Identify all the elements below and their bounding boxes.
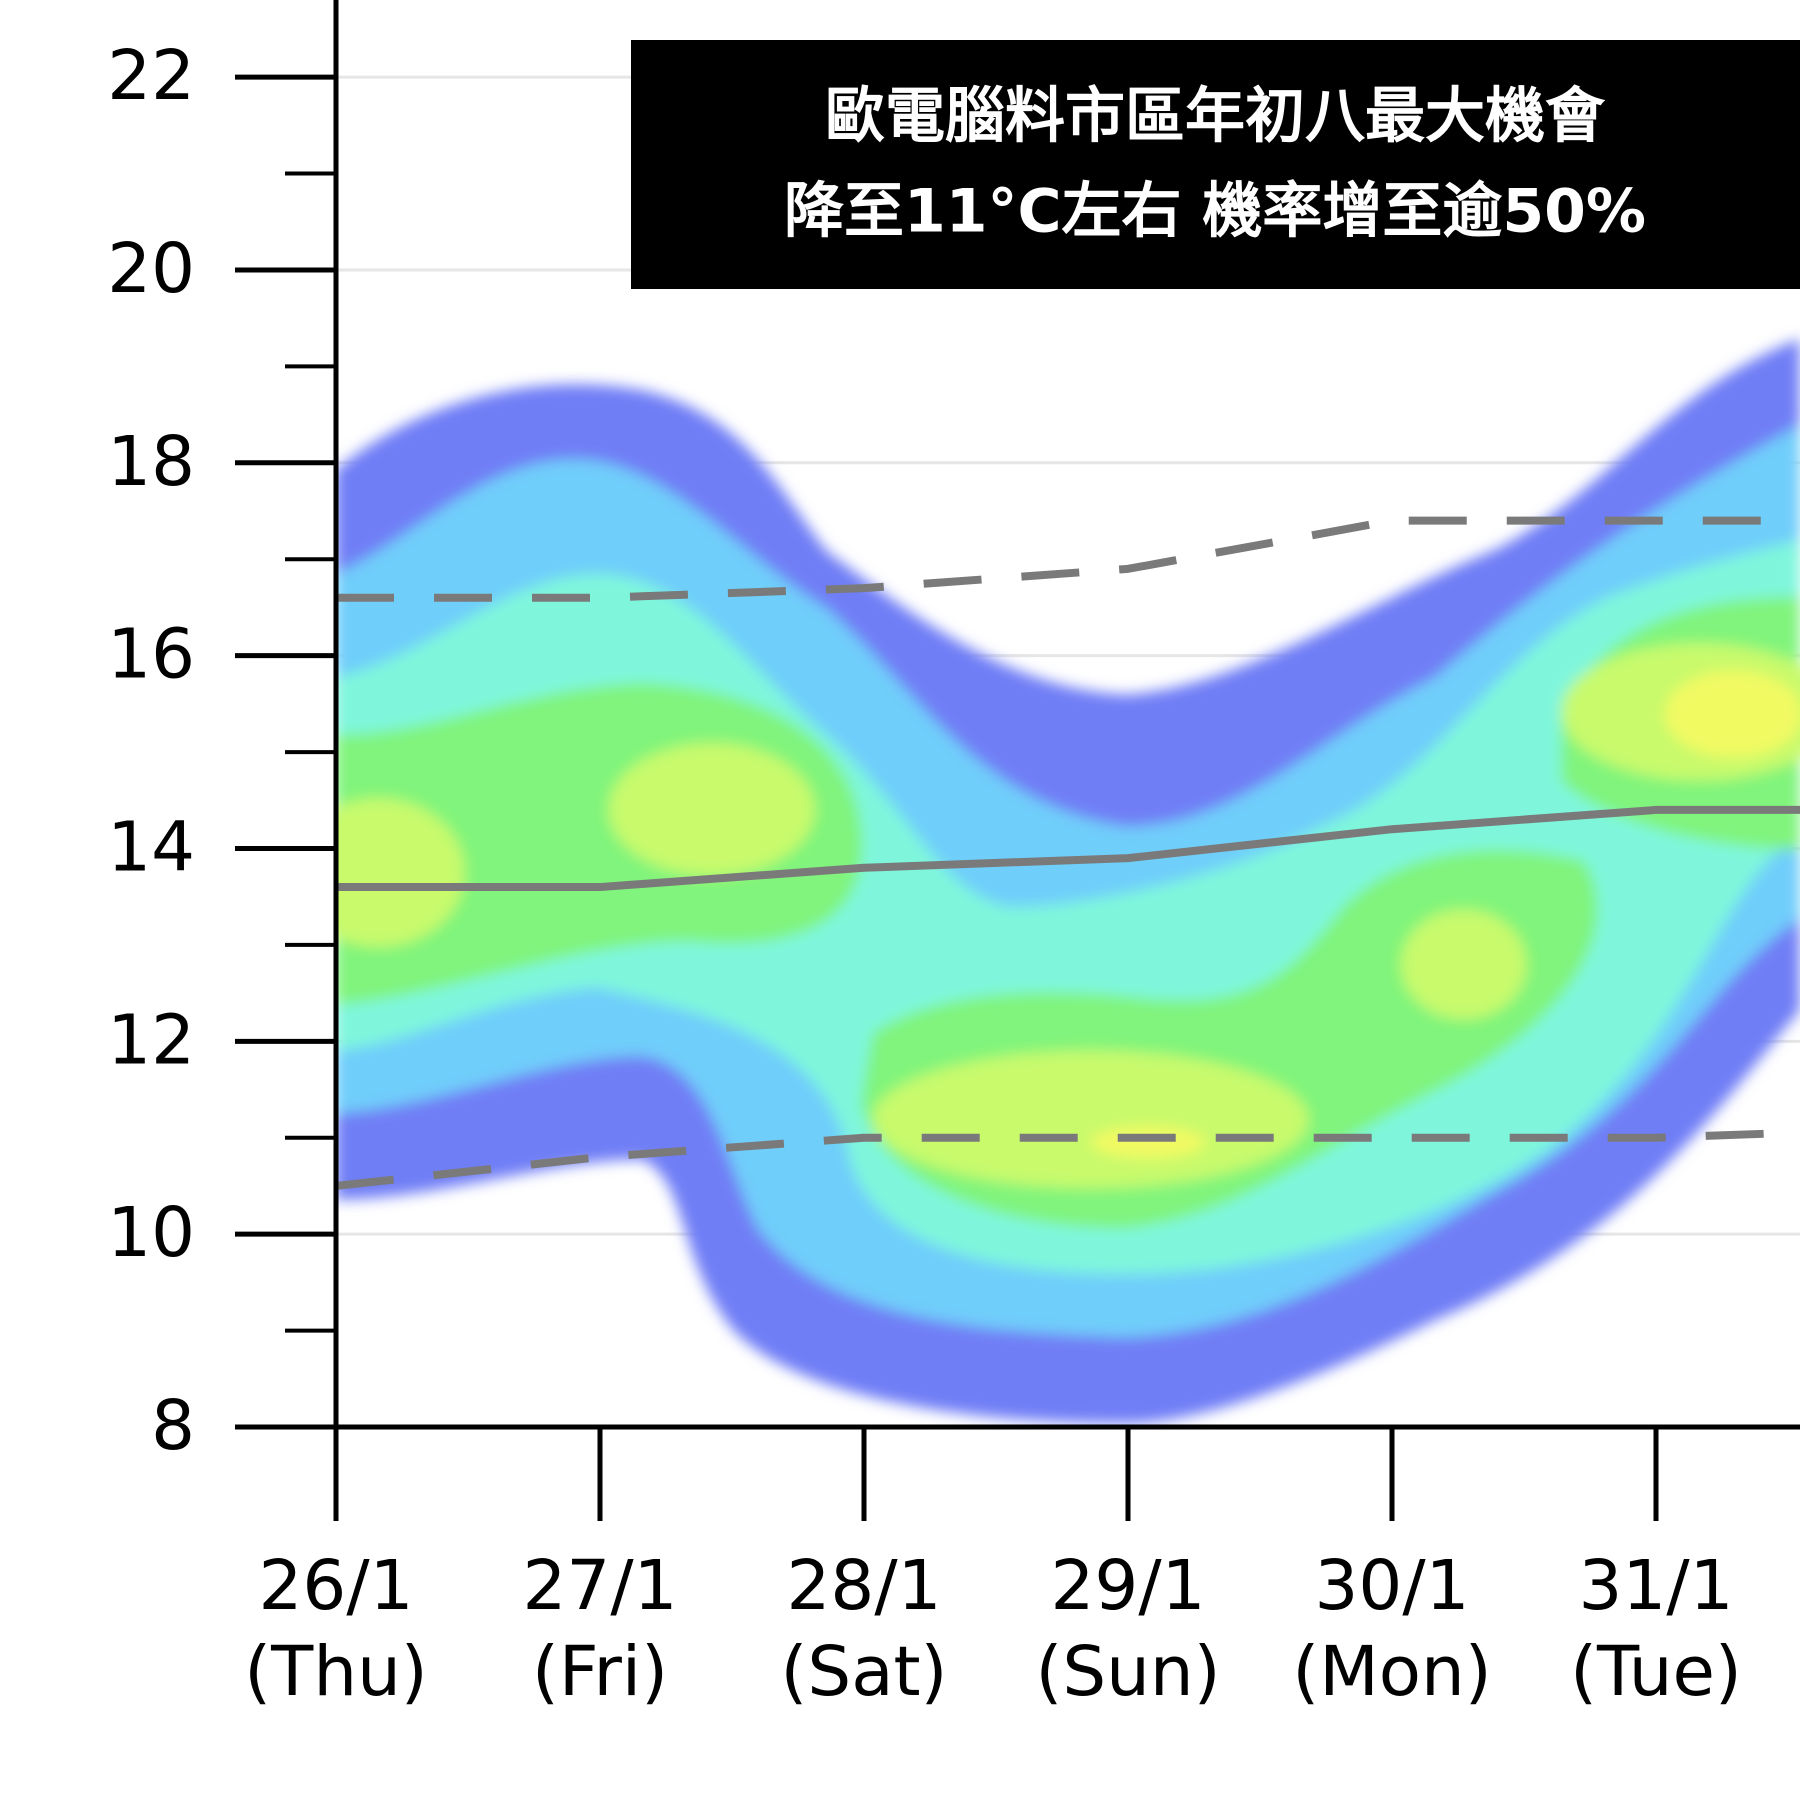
x-tick-label: 30/1	[1315, 1546, 1470, 1626]
density-shading	[336, 338, 1800, 1424]
y-tick-label: 22	[107, 36, 195, 116]
y-tick-label: 16	[107, 615, 195, 695]
lines	[336, 516, 1800, 1190]
y-tick-label: 8	[151, 1386, 195, 1466]
y-tick-label: 10	[107, 1193, 195, 1273]
series-line	[336, 805, 1800, 892]
y-tick-label: 20	[107, 229, 195, 309]
y-tick-label: 14	[107, 808, 195, 888]
y-tick-label: 12	[107, 1000, 195, 1080]
x-tick-label: 29/1	[1051, 1546, 1206, 1626]
x-tick-label: 26/1	[259, 1546, 414, 1626]
x-tick-weekday: (Thu)	[244, 1632, 427, 1712]
axes: 8 10 12 14 16 18 20 22 26/1(Thu) 27/1(Fri) 28/1(Sa…	[107, 0, 1800, 1712]
title-box: 歐電腦料市區年初八最大機會 降至11°C左右 機率增至逾50%	[631, 40, 1800, 289]
title-line: 降至11°C左右 機率增至逾50%	[784, 177, 1646, 247]
x-tick-weekday: (Sun)	[1035, 1632, 1220, 1712]
title-background	[631, 40, 1800, 289]
x-tick-label: 31/1	[1579, 1546, 1734, 1626]
x-tick-weekday: (Sat)	[781, 1632, 948, 1712]
y-tick-label: 18	[107, 422, 195, 502]
x-tick-weekday: (Tue)	[1570, 1632, 1742, 1712]
x-tick-weekday: (Mon)	[1292, 1632, 1491, 1712]
x-tick-label: 28/1	[787, 1546, 942, 1626]
title-line: 歐電腦料市區年初八最大機會	[825, 82, 1606, 152]
x-tick-label: 27/1	[523, 1546, 678, 1626]
series-line	[336, 1128, 1800, 1190]
x-tick-weekday: (Fri)	[532, 1632, 668, 1712]
series-line	[336, 516, 1800, 602]
